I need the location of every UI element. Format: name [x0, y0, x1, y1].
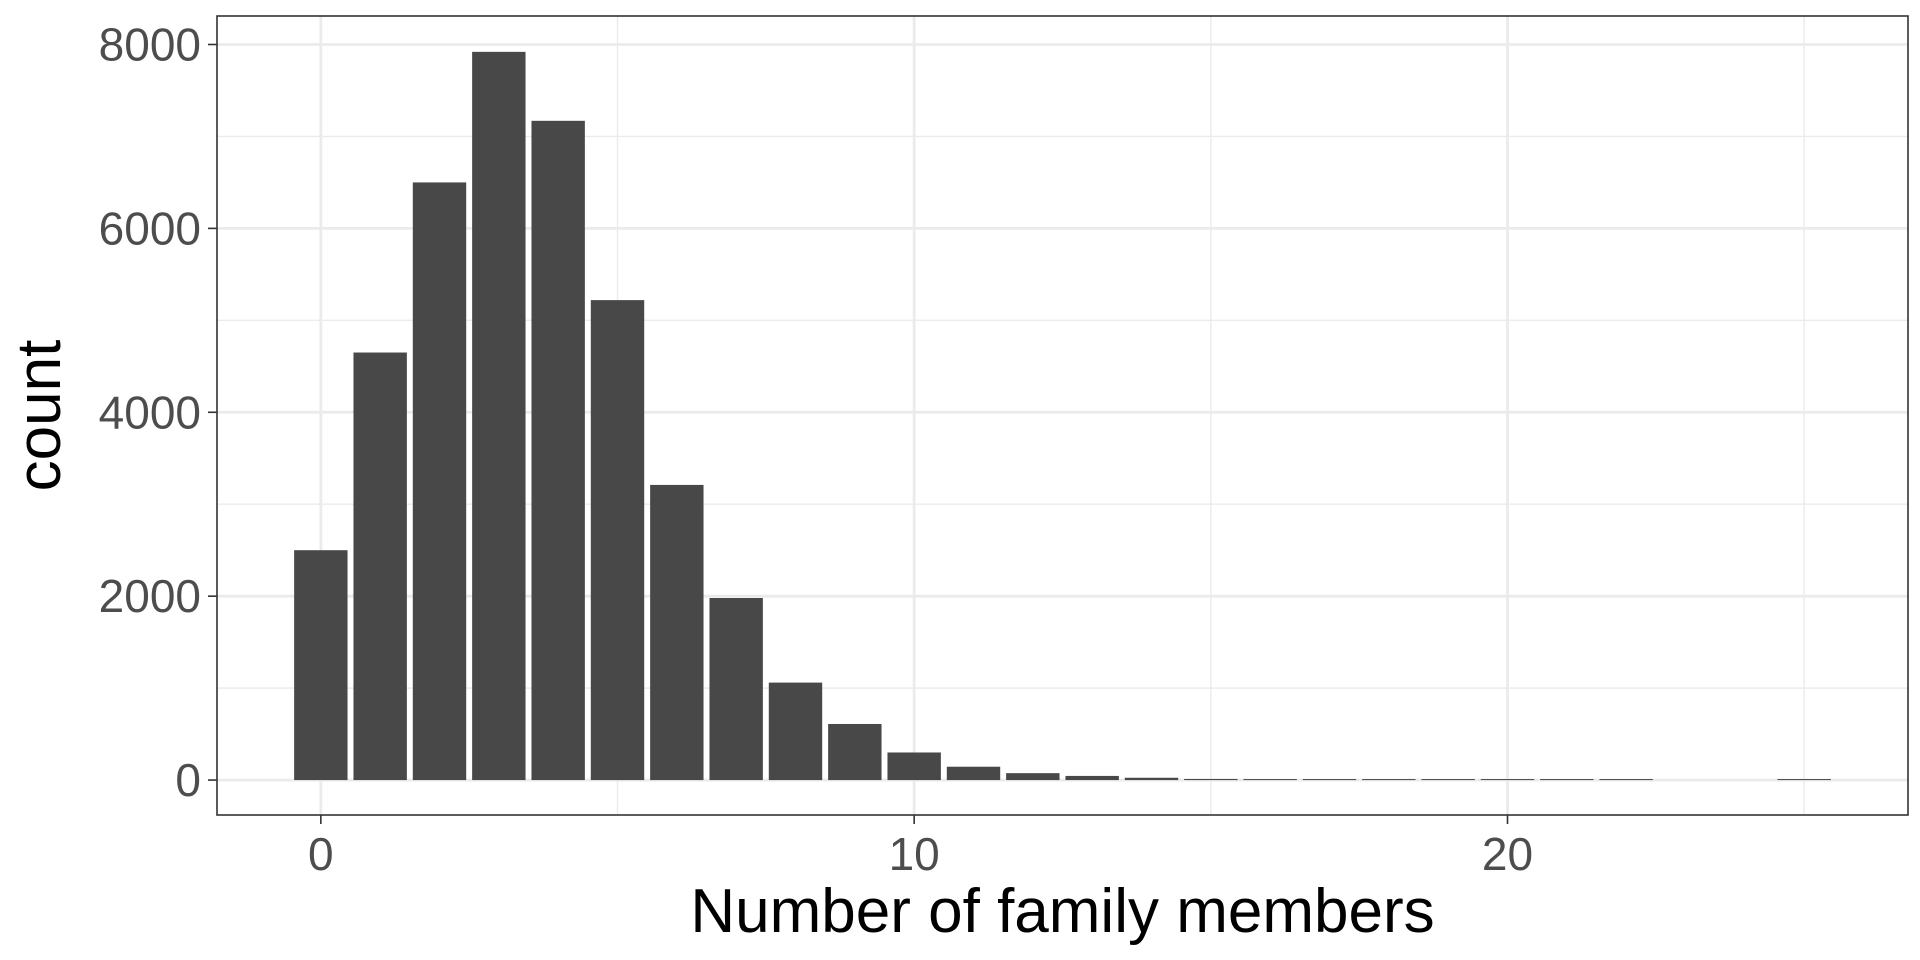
- bar: [1480, 779, 1535, 781]
- x-tick-label: 10: [889, 828, 940, 880]
- bar: [1362, 779, 1416, 781]
- bar: [828, 723, 882, 781]
- bar: [1599, 779, 1653, 781]
- x-tick-label: 20: [1482, 828, 1533, 880]
- y-tick-label: 8000: [99, 19, 201, 71]
- bar: [768, 682, 823, 781]
- bar: [353, 352, 407, 781]
- panel-border: [216, 15, 1909, 816]
- y-axis-ticks: 0 2000 4000 6000 8000: [99, 19, 217, 806]
- y-tick-label: 2000: [99, 570, 201, 622]
- bar: [709, 598, 763, 781]
- bar: [1124, 777, 1179, 781]
- bar: [294, 550, 348, 781]
- bar: [1065, 775, 1119, 781]
- bar: [946, 766, 1001, 781]
- bar: [1243, 779, 1297, 781]
- y-tick-label: 6000: [99, 202, 201, 254]
- x-axis-title: Number of family members: [690, 877, 1434, 946]
- y-axis-title: count: [5, 340, 74, 492]
- y-tick-label: 0: [175, 754, 201, 806]
- bar: [412, 182, 467, 781]
- y-tick-label: 4000: [99, 386, 201, 438]
- bar: [1006, 773, 1060, 781]
- bar: [531, 120, 585, 781]
- bar: [650, 484, 704, 781]
- bar: [887, 752, 941, 781]
- bar: [590, 300, 645, 781]
- x-axis-ticks: 0 10 20: [308, 815, 1533, 880]
- bar: [1421, 779, 1475, 781]
- bar: [1302, 779, 1357, 781]
- bars-group: [294, 51, 1831, 781]
- bar: [1540, 779, 1594, 781]
- bar: [1777, 779, 1831, 781]
- x-tick-label: 0: [308, 828, 334, 880]
- bar: [1184, 778, 1238, 781]
- bar: [472, 51, 526, 781]
